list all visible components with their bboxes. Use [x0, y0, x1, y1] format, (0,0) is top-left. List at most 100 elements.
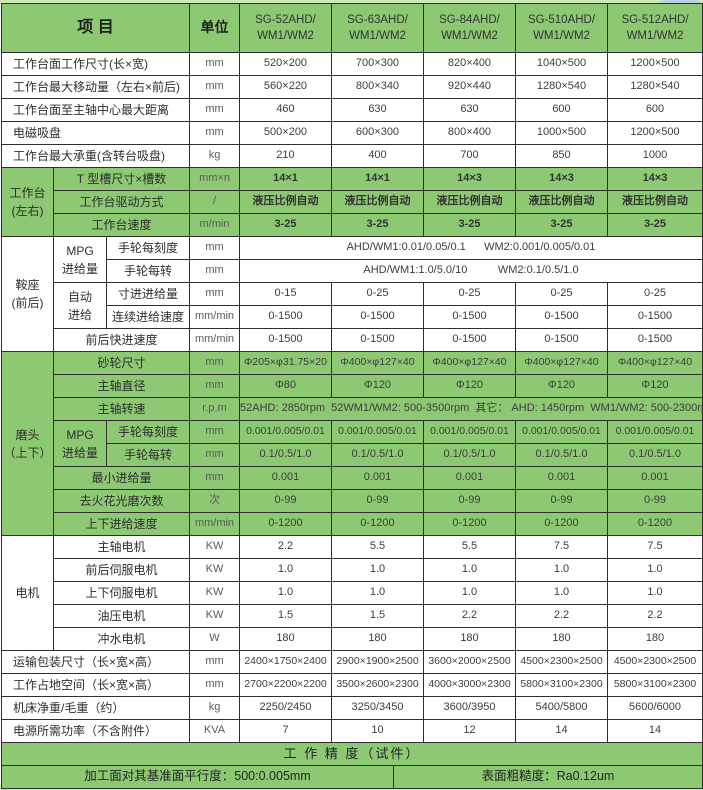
row-spindle-speed: 主轴转速 r.p.m 52AHD: 2850rpm 52WM1/WM2: 500… [2, 397, 703, 421]
value-cell: 1.0 [515, 558, 608, 582]
value-cell: 0.001/0.005/0.01 [423, 420, 516, 444]
unit-cell: / [189, 190, 240, 214]
row-label: 工作台面工作尺寸(长×宽) [1, 52, 190, 76]
value-cell: 14×1 [239, 167, 332, 191]
value-cell: 0-1500 [331, 328, 424, 352]
unit-cell: mm [189, 259, 240, 283]
unit-cell: mm [189, 236, 240, 260]
row-motor-hyd: 油压电机 KW 1.5 1.5 2.2 2.2 2.2 [2, 604, 703, 628]
value-cell: 液压比例自动 [423, 190, 516, 214]
value-cell: 5800×3100×2300 [515, 673, 608, 697]
value-cell: 850 [515, 144, 608, 168]
value-cell: 1.0 [239, 581, 332, 605]
row-drive-mode: 工作台驱动方式 / 液压比例自动 液压比例自动 液压比例自动 液压比例自动 液压… [2, 190, 703, 214]
row-chuck: 电磁吸盘 mm 500×200 600×300 800×400 1000×500… [1, 121, 703, 145]
group-label-line1: 电机 [15, 586, 40, 600]
value-cell: Φ400×φ127×40 [423, 351, 516, 375]
row-label: 手轮每转 [106, 443, 190, 467]
unit-cell: mm [189, 466, 240, 490]
group-label-line2: （上下） [3, 445, 52, 460]
value-cell: 460 [239, 98, 332, 122]
value-cell: 180 [515, 627, 608, 651]
value-cell: 5800×3100×2300 [607, 673, 703, 697]
row-label: 最小进给量 [53, 466, 190, 490]
value-cell: 0-1500 [331, 305, 424, 329]
subgroup-label-line2: 进给量 [61, 261, 98, 276]
value-cell: Φ120 [515, 374, 608, 398]
value-cell: 0.001/0.005/0.01 [515, 420, 608, 444]
unit-cell: 次 [189, 489, 240, 513]
row-head-handwheel-grad: MPG 进给量 手轮每刻度 mm 0.001/0.005/0.01 0.001/0… [2, 420, 703, 467]
unit-cell: mm [189, 443, 240, 467]
spec-table: 项 目 单位 SG-52AHD/WM1/WM2 SG-63AHD/WM1/WM2… [1, 3, 703, 789]
value-cell: 920×440 [423, 75, 516, 99]
row-t-slot: 工作台 (左右) T 型槽尺寸×槽数 mm×n 14×1 14×1 14×3 14… [1, 167, 703, 237]
row-label: 运输包装尺寸（长×宽×高） [1, 650, 190, 674]
value-cell: Φ120 [331, 374, 424, 398]
row-label: 手轮每刻度 [106, 236, 190, 260]
unit-cell: mm/min [189, 328, 240, 352]
unit-cell: mm [189, 52, 240, 76]
value-cell: 液压比例自动 [515, 190, 608, 214]
unit-cell: mm [189, 673, 240, 697]
roughness-value: 表面粗糙度：Ra0.12um [481, 769, 615, 784]
value-cell: 600×300 [331, 121, 424, 145]
header-row: 项 目 单位 SG-52AHD/WM1/WM2 SG-63AHD/WM1/WM2… [1, 3, 703, 53]
value-cell: 0-1500 [515, 305, 608, 329]
value-cell: 180 [423, 627, 516, 651]
row-center-dist: 工作台面至主轴中心最大距离 mm 460 630 630 600 600 [1, 98, 703, 122]
row-label: 手轮每刻度 [106, 420, 190, 444]
value-cell: 820×400 [423, 52, 516, 76]
value-cell: 1.0 [515, 581, 608, 605]
unit-cell: mm [189, 121, 240, 145]
value-cell: Φ120 [423, 374, 516, 398]
value-cell: Φ205×φ31.75×20 [239, 351, 332, 375]
value-cell: Φ400×φ127×40 [515, 351, 608, 375]
value-cell: 3-25 [331, 213, 424, 237]
value-cell: 14×3 [423, 167, 516, 191]
value-cell: 1.0 [607, 581, 703, 605]
value-cell: 1000×500 [515, 121, 608, 145]
row-max-load: 工作台最大承重(含转台吸盘) kg 210 400 700 850 1000 [1, 144, 703, 168]
value-cell: 3-25 [515, 213, 608, 237]
value-cell: 1000 [607, 144, 703, 168]
model-name-line1: SG-52AHD/ [255, 13, 316, 26]
unit-cell: mm [189, 282, 240, 306]
value-cell: 0-25 [607, 282, 703, 306]
group-label-line2: (前后) [11, 296, 44, 310]
row-label: 主轴直径 [53, 374, 190, 398]
unit-cell: mm [189, 650, 240, 674]
unit-cell: KW [189, 558, 240, 582]
value-cell: 0.1/0.5/1.0 [239, 443, 332, 467]
col-header-model-sg510: SG-510AHD/WM1/WM2 [515, 3, 608, 53]
value-cell: 1.0 [423, 581, 516, 605]
value-cell: 0-99 [423, 489, 516, 513]
row-label: 工作占地空间（长×宽×高） [1, 673, 190, 697]
value-cell: 14×3 [515, 167, 608, 191]
model-name-line1: SG-63AHD/ [347, 13, 408, 26]
value-cell: Φ80 [239, 374, 332, 398]
row-label: 手轮每转 [106, 259, 190, 283]
row-label: 工作台速度 [53, 213, 190, 237]
unit-cell: KW [189, 535, 240, 559]
value-cell: 800×400 [423, 121, 516, 145]
value-cell: 3600/3950 [423, 696, 516, 720]
value-cell: 0.001 [239, 466, 332, 490]
subgroup-label-line1: MPG [66, 427, 94, 442]
group-label-line1: 鞍座 [15, 278, 40, 292]
row-label: 砂轮尺寸 [53, 351, 190, 375]
value-cell: 液压比例自动 [239, 190, 332, 214]
value-cell: 1.5 [239, 604, 332, 628]
value-cell: 液压比例自动 [607, 190, 703, 214]
value-cell: 1.0 [607, 558, 703, 582]
group-label-line1: 工作台 [9, 186, 46, 200]
row-label: 工作台面至主轴中心最大距离 [1, 98, 190, 122]
value-cell: 0-1200 [607, 512, 703, 536]
value-cell: 0-1500 [423, 305, 516, 329]
value-cell: 0.001 [423, 466, 516, 490]
value-cell: 0-99 [239, 489, 332, 513]
group-label-line1: 磨头 [15, 427, 40, 442]
row-label: 前后快进速度 [53, 328, 190, 352]
value-cell: 0-1500 [239, 305, 332, 329]
value-cell: 0-99 [607, 489, 703, 513]
